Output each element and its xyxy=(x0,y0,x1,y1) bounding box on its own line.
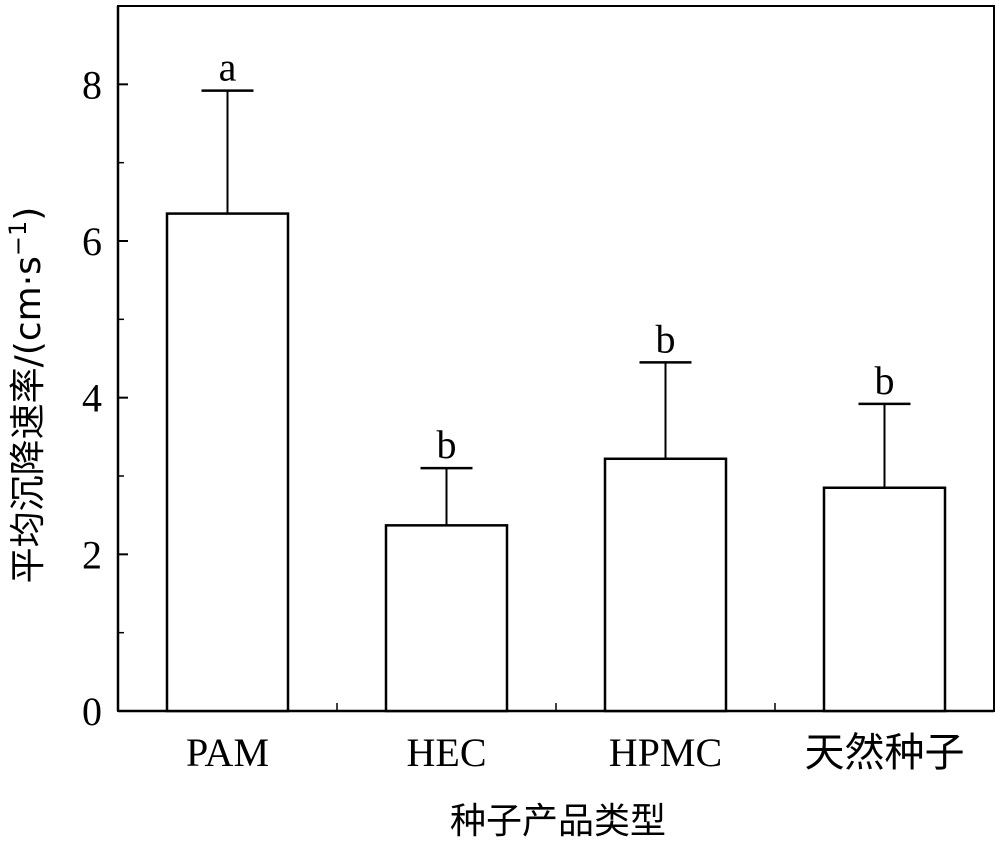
x-axis-title: 种子产品类型 xyxy=(450,801,666,842)
y-tick-label: 6 xyxy=(82,219,102,264)
bar xyxy=(603,457,728,713)
y-tick-label: 0 xyxy=(82,689,102,734)
significance-label: b xyxy=(875,358,895,403)
significance-label: a xyxy=(219,45,237,90)
y-tick-label: 8 xyxy=(82,62,102,107)
bar xyxy=(165,212,290,713)
y-tick-label: 4 xyxy=(82,376,102,421)
y-axis-title-superscript: −1 xyxy=(4,221,32,256)
x-tick-label: HEC xyxy=(407,730,487,775)
y-axis-title-close: ) xyxy=(8,207,49,221)
x-tick-label: 天然种子 xyxy=(805,730,965,775)
y-axis-title: 平均沉降速率/(cm·s−1) xyxy=(4,207,49,584)
significance-label: b xyxy=(437,422,457,467)
bar xyxy=(822,486,947,713)
bar xyxy=(384,524,509,713)
x-tick-label: PAM xyxy=(186,730,269,775)
plot-area: 0 2 4 6 8 a PAM b HEC b HPMC b 天然种子 xyxy=(82,5,995,775)
significance-label: b xyxy=(656,316,676,361)
x-tick-label: HPMC xyxy=(609,730,722,775)
y-tick-label: 2 xyxy=(82,532,102,577)
y-axis-title-main: 平均沉降速率/(cm·s xyxy=(8,256,49,583)
